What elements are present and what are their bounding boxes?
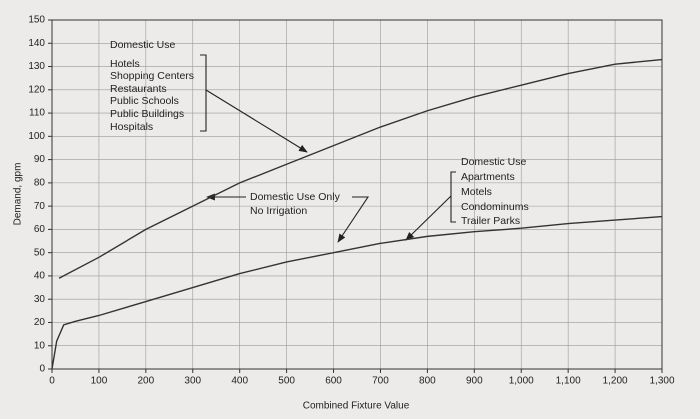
y-tick-label: 80: [34, 178, 46, 189]
x-tick-label: 100: [91, 376, 108, 387]
annotation-text: Domestic Use Only: [250, 191, 341, 203]
annotation-text: Condominums: [461, 201, 529, 213]
y-tick-label: 0: [39, 364, 45, 375]
annotation-text: Domestic Use: [461, 156, 527, 168]
y-tick-label: 50: [34, 247, 46, 258]
x-tick-label: 600: [325, 376, 342, 387]
annotation-text: No Irrigation: [250, 205, 307, 217]
y-tick-label: 20: [34, 317, 46, 328]
annotation-text: Hotels: [110, 58, 140, 70]
x-tick-label: 900: [466, 376, 483, 387]
x-tick-label: 1,200: [603, 376, 628, 387]
y-tick-label: 110: [29, 108, 45, 119]
bracket: [200, 54, 207, 132]
y-tick-label: 30: [34, 294, 46, 305]
bracket: [450, 171, 456, 223]
x-axis-label: Combined Fixture Value: [303, 401, 410, 412]
annotation-text: Public Schools: [110, 95, 179, 107]
x-tick-label: 400: [231, 376, 248, 387]
data-line: [51, 215, 663, 370]
annotation-text: Restaurants: [110, 83, 167, 95]
y-axis-label: Demand, gpm: [13, 163, 24, 226]
x-tick-label: 200: [138, 376, 155, 387]
y-tick-label: 90: [34, 154, 46, 165]
annotation-text: Public Buildings: [110, 108, 184, 120]
arrow: [337, 196, 370, 243]
annotation-text: Hospitals: [110, 121, 153, 133]
plot-frame: [51, 19, 663, 370]
annotation-2: Domestic Use Only No Irrigation: [206, 191, 370, 243]
y-tick-label: 10: [34, 340, 46, 351]
x-tick-label: 1,000: [509, 376, 534, 387]
annotation-3: Domestic Use Apartments Motels Condominu…: [405, 156, 529, 241]
annotation-text: Trailer Parks: [461, 215, 520, 227]
annotation-text: Domestic Use: [110, 39, 176, 51]
y-tick-label: 60: [34, 224, 46, 235]
annotation-text: Apartments: [461, 171, 515, 183]
arrow: [205, 89, 308, 153]
y-tick-label: 100: [28, 131, 45, 142]
y-tick-label: 150: [28, 15, 45, 26]
x-tick-label: 700: [372, 376, 389, 387]
annotation-text: Motels: [461, 186, 492, 198]
y-tick-label: 40: [34, 271, 46, 282]
x-tick-label: 800: [419, 376, 436, 387]
x-tick-label: 1,100: [556, 376, 581, 387]
y-tick-label: 120: [28, 84, 45, 95]
x-tick-label: 500: [278, 376, 295, 387]
x-tick-label: 0: [49, 376, 55, 387]
x-tick-label: 1,300: [649, 376, 674, 387]
x-tick-label: 300: [184, 376, 201, 387]
y-tick-label: 130: [28, 61, 45, 72]
y-tick-label: 70: [34, 201, 46, 212]
annotation-text: Shopping Centers: [110, 70, 194, 82]
arrow: [405, 195, 452, 241]
data-line: [58, 58, 663, 279]
y-tick-label: 140: [28, 38, 45, 49]
annotation-1: Domestic Use Hotels Shopping Centers Res…: [110, 39, 308, 153]
